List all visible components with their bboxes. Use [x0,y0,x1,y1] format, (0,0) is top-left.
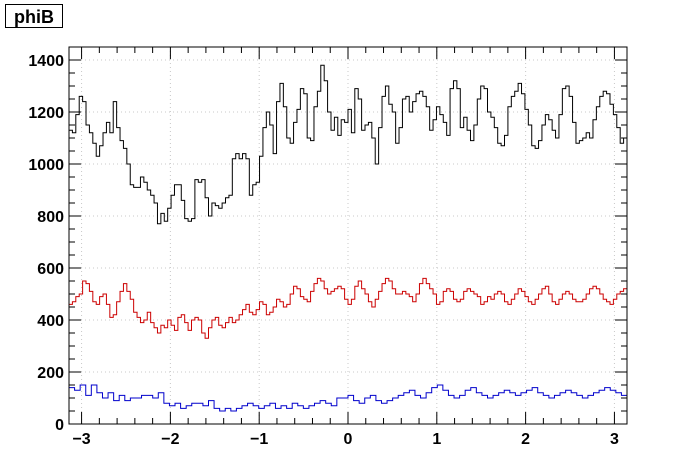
series-layer [68,64,628,424]
tick-marks [69,46,627,425]
x-tick-label: −2 [161,431,179,448]
y-tick-label: 1200 [28,105,64,122]
x-tick-label: 1 [432,431,441,448]
x-tick-label: −3 [72,431,90,448]
x-tick-label: 3 [610,431,619,448]
series-3-histogram [68,384,628,424]
y-tick-label: 400 [37,313,64,330]
x-tick-label: 2 [521,431,530,448]
y-tick-label: 800 [37,209,64,226]
x-tick-label: 0 [344,431,353,448]
series-2-histogram [68,277,628,424]
y-tick-label: 0 [55,417,64,434]
y-tick-label: 600 [37,261,64,278]
tick-labels: −3 −2 −1 0 1 2 3 0 200 400 600 800 1000 1200 1400 [28,53,619,448]
chart-title: phiB [5,4,63,28]
y-tick-label: 200 [37,365,64,382]
grid [69,47,627,425]
y-tick-label: 1000 [28,157,64,174]
x-tick-label: −1 [250,431,268,448]
y-tick-label: 1400 [28,53,64,70]
series-1-histogram [68,64,628,424]
